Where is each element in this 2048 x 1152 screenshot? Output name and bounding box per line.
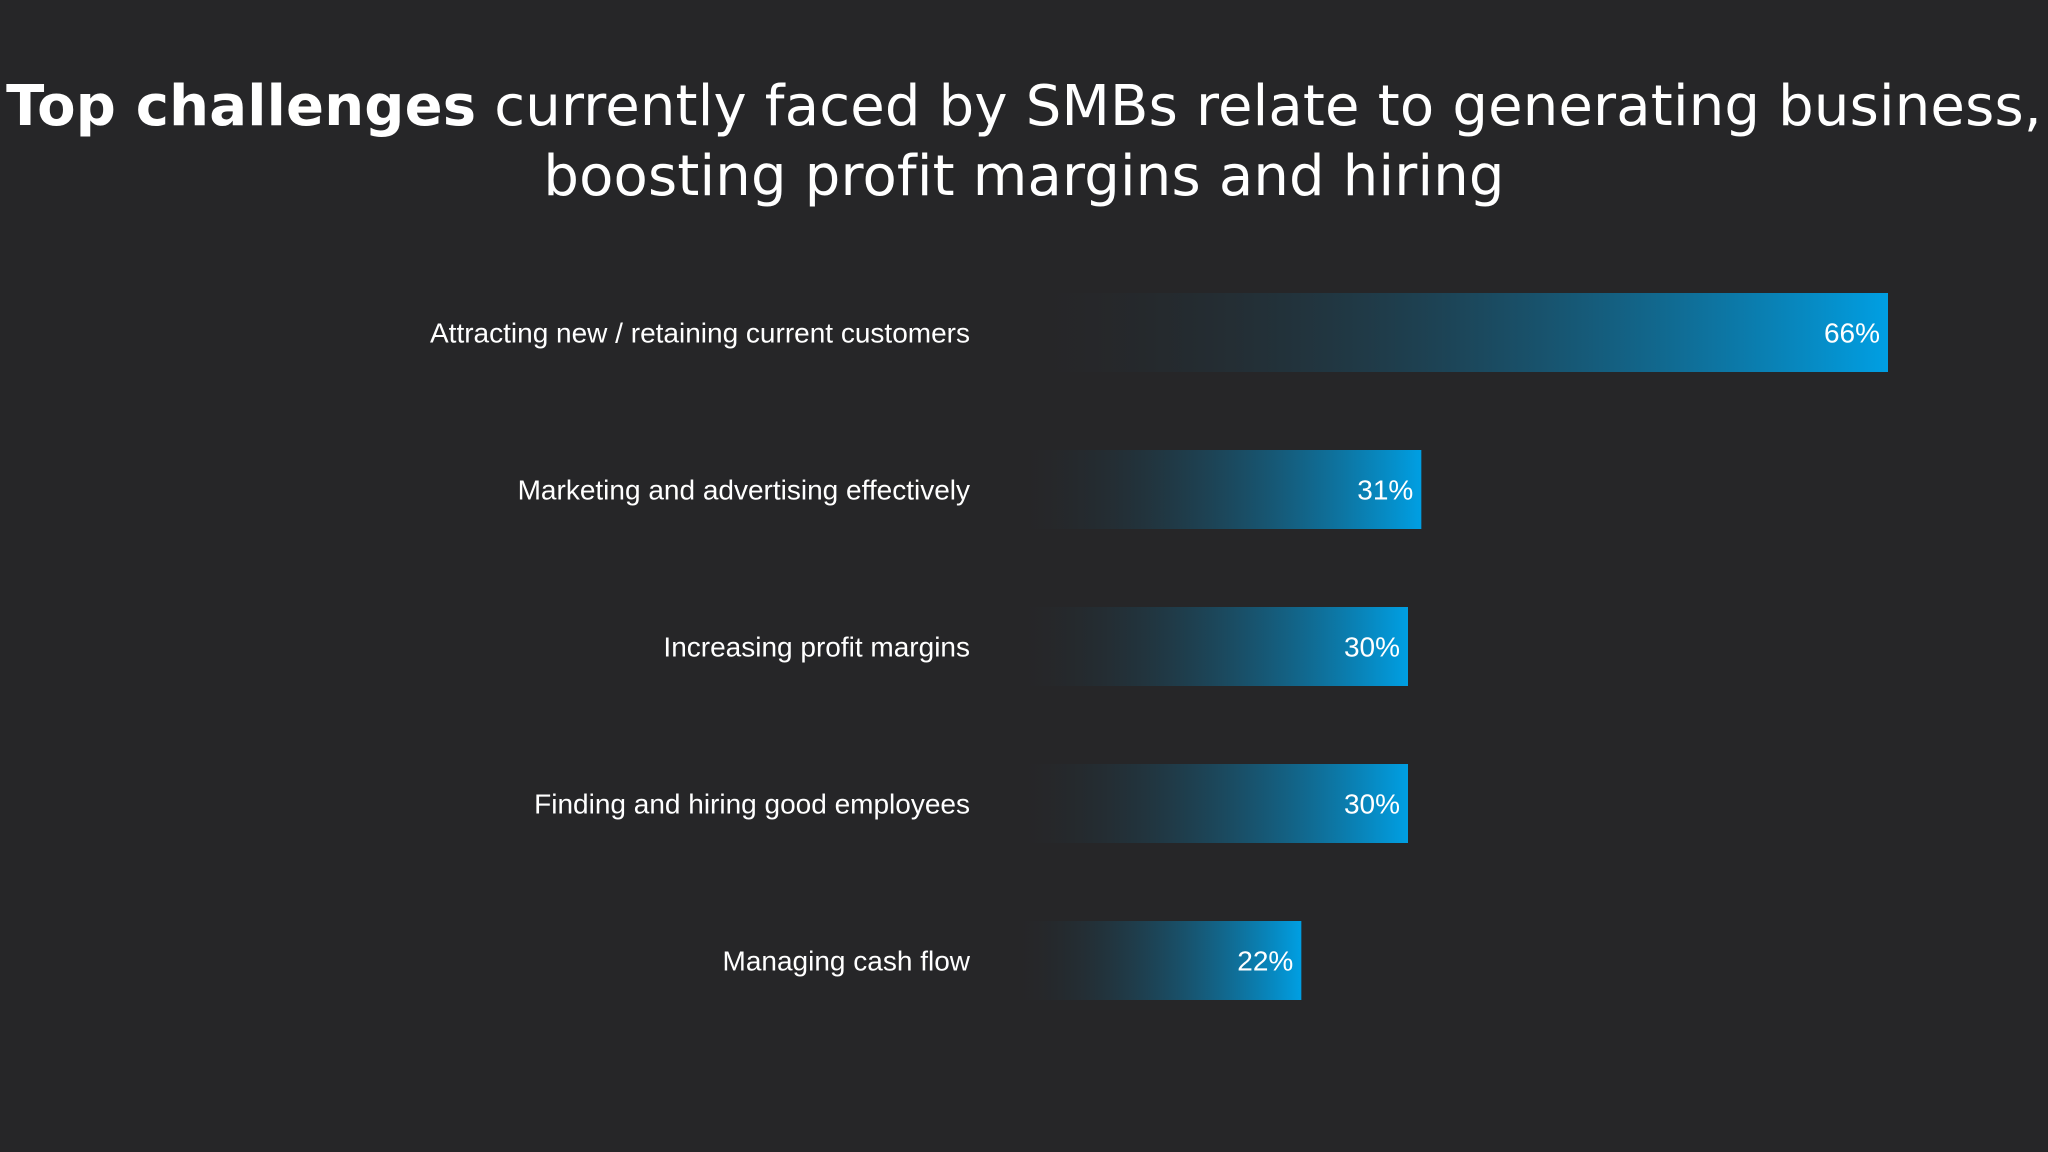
bar-row: Finding and hiring good employees 30% (534, 764, 1408, 843)
chart-title-bold: Top challenges (6, 74, 477, 139)
value-label: 22% (1237, 946, 1293, 977)
chart-title-line-2: boosting profit margins and hiring (543, 144, 1505, 209)
value-label: 66% (1824, 318, 1880, 349)
chart-title: Top challenges currently faced by SMBs r… (0, 72, 2048, 212)
bars-layer: Attracting new / retaining current custo… (430, 293, 1888, 1000)
value-label: 30% (1344, 632, 1400, 663)
category-label: Attracting new / retaining current custo… (430, 318, 970, 349)
bar-row: Managing cash flow 22% (723, 921, 1302, 1000)
bar (1008, 450, 1422, 529)
bar-row: Increasing profit margins 30% (663, 607, 1408, 686)
bar (1008, 607, 1408, 686)
bar (1008, 293, 1888, 372)
value-label: 30% (1344, 789, 1400, 820)
chart-title-line-1: Top challenges currently faced by SMBs r… (0, 72, 2048, 142)
bar (1008, 764, 1408, 843)
bar-row: Marketing and advertising effectively 31% (518, 450, 1422, 529)
bar-row: Attracting new / retaining current custo… (430, 293, 1888, 372)
chart-title-rest: currently faced by SMBs relate to genera… (476, 74, 2042, 139)
category-label: Managing cash flow (723, 946, 971, 977)
category-label: Marketing and advertising effectively (518, 475, 970, 506)
bar (1008, 921, 1302, 1000)
value-label: 31% (1357, 475, 1413, 506)
category-label: Finding and hiring good employees (534, 789, 970, 820)
category-label: Increasing profit margins (663, 632, 970, 663)
